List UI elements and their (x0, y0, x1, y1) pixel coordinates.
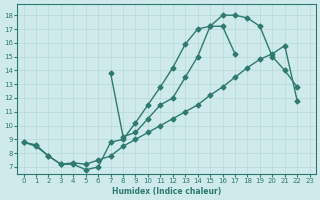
X-axis label: Humidex (Indice chaleur): Humidex (Indice chaleur) (112, 187, 221, 196)
